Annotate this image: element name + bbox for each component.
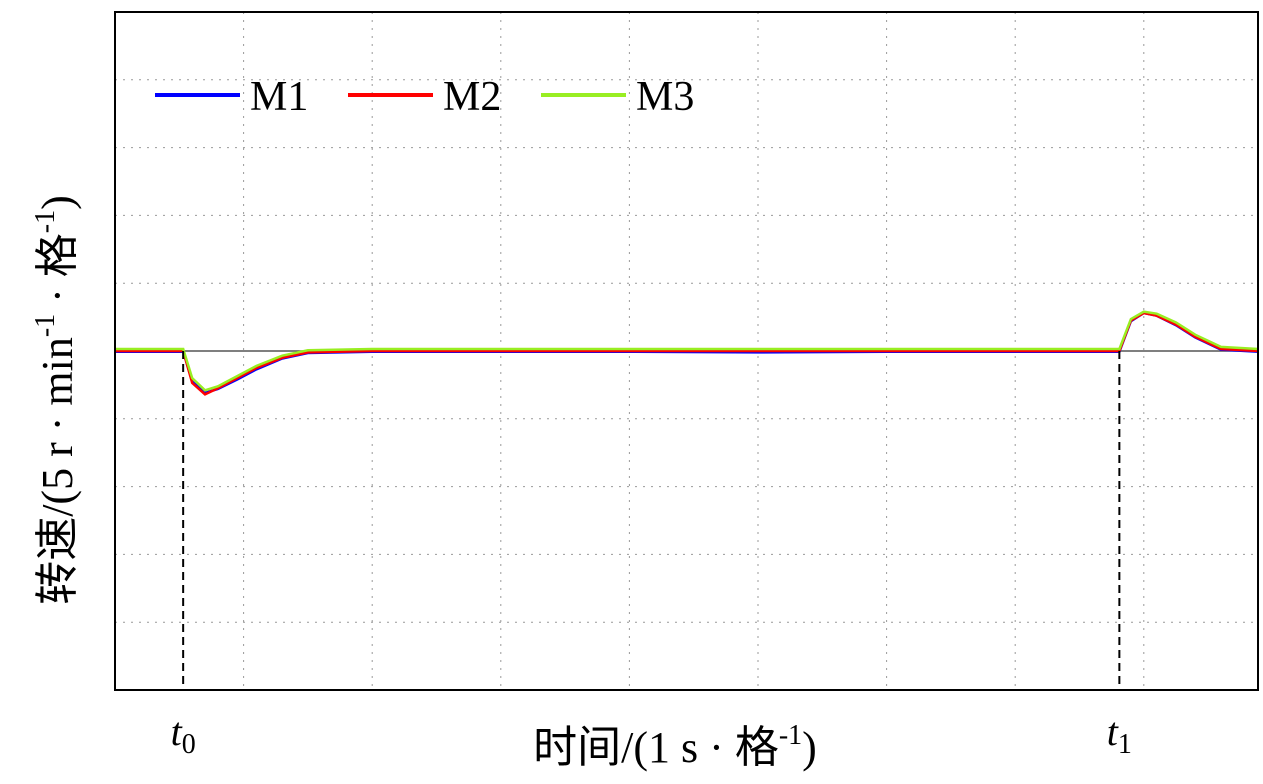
y-axis-label: 转速/(5 r · min-1 · 格-1) [30, 195, 82, 605]
annotation-text: t [1107, 709, 1119, 754]
annotation-text: t [171, 709, 183, 754]
axis-label-part: ) [33, 195, 82, 210]
plot-frame [114, 11, 1259, 691]
legend-label: M3 [636, 74, 694, 120]
axis-label-sup: -1 [30, 314, 61, 337]
annotation-label: t1 [1107, 709, 1132, 760]
axis-label-part: ) [802, 723, 817, 772]
series-line [115, 310, 1259, 392]
axis-label-part: 时间/(1 s · 格 [533, 723, 779, 772]
axis-label-sup: -1 [779, 720, 802, 751]
legend-label: M2 [443, 74, 501, 120]
axis-label-part: 转速/(5 r · min [33, 337, 82, 605]
annotation-sub: 0 [182, 729, 196, 760]
x-axis-label: 时间/(1 s · 格-1) [533, 720, 817, 772]
legend-label: M1 [250, 74, 308, 120]
axis-label-sup: -1 [30, 210, 61, 233]
annotation-label: t0 [171, 709, 196, 760]
axis-label-part: · 格 [33, 233, 82, 314]
annotation-sub: 1 [1118, 729, 1132, 760]
series-line [115, 311, 1259, 396]
